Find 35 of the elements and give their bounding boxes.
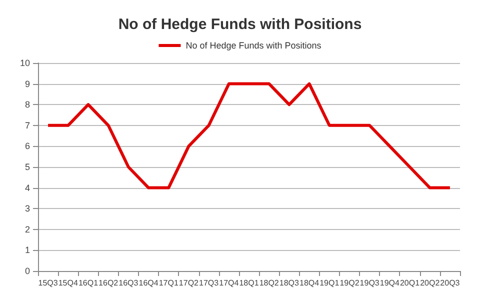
line-series — [46, 82, 452, 190]
y-tick-label: 8 — [24, 100, 30, 110]
x-tick-label: 20Q1 — [400, 278, 420, 288]
x-tick-label: 15Q4 — [58, 278, 78, 288]
x-tick-label: 18Q4 — [299, 278, 320, 288]
y-tick-label: 6 — [24, 141, 30, 152]
y-tick-label: 5 — [24, 162, 30, 172]
x-tick-label: 16Q3 — [118, 278, 139, 288]
x-tick-label: 18Q2 — [259, 278, 280, 288]
x-tick-label: 17Q3 — [199, 278, 220, 288]
y-tick-label: 7 — [24, 120, 30, 130]
x-tick-label: 19Q1 — [320, 278, 340, 288]
x-tick-label: 15Q3 — [38, 278, 58, 288]
y-tick-label: 10 — [20, 58, 30, 68]
x-tick-label: 20Q2 — [420, 278, 440, 288]
x-tick-label: 16Q1 — [78, 278, 99, 288]
x-tick-label: 17Q4 — [219, 278, 240, 288]
x-tick-label: 16Q2 — [98, 278, 119, 288]
x-tick-label: 19Q4 — [380, 278, 400, 288]
x-tick-label: 17Q2 — [178, 278, 200, 288]
chart-title: No of Hedge Funds with Positions — [118, 16, 362, 33]
y-tick-label: 4 — [24, 182, 30, 193]
y-tick-label: 2 — [24, 224, 30, 234]
x-tick-label: 19Q2 — [340, 278, 360, 288]
x-tick-label: 20Q3 — [440, 278, 460, 288]
y-tick-label: 9 — [24, 78, 30, 89]
x-tick-label: 18Q1 — [239, 278, 260, 288]
y-tick-label: 0 — [24, 266, 30, 276]
x-tick-label: 17Q1 — [158, 278, 179, 288]
x-tick-label: 16Q4 — [138, 278, 159, 288]
x-tick-label: 18Q3 — [279, 278, 300, 288]
y-tick-label: 1 — [24, 245, 30, 256]
y-tick-label: 3 — [24, 204, 30, 214]
x-tick-label: 19Q3 — [360, 278, 380, 288]
legend-label: No of Hedge Funds with Positions — [186, 40, 322, 50]
